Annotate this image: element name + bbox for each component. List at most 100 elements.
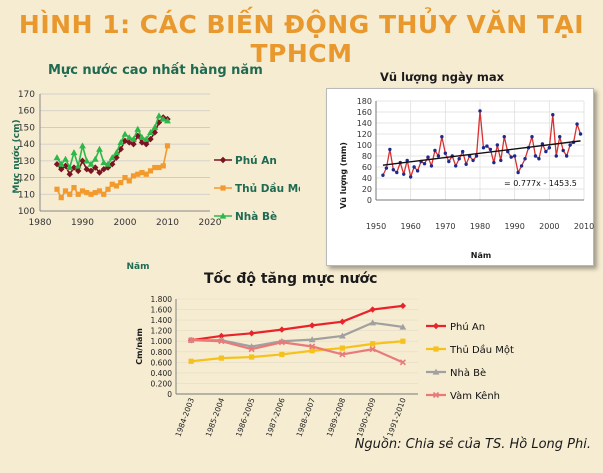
x-axis-title: Năm [471, 251, 491, 260]
data-point [164, 117, 171, 124]
y-tick-label: 1.400 [151, 316, 173, 325]
data-point [338, 332, 346, 339]
y-tick-label: 40 [362, 174, 372, 183]
legend-label: Vàm Kênh [450, 390, 500, 402]
data-point [399, 323, 407, 330]
y-tick-label: 60 [362, 163, 372, 172]
data-point [152, 164, 158, 171]
source-note: Nguồn: Chia sẻ của TS. Hồ Long Phi. [354, 437, 591, 452]
data-point [519, 164, 524, 168]
data-point [105, 186, 111, 192]
data-point [422, 162, 427, 166]
data-point [74, 162, 82, 169]
data-point [454, 164, 458, 168]
data-point [118, 179, 124, 186]
data-point [57, 160, 65, 167]
trendline-label: = 0.777x - 1453.5 [504, 179, 577, 188]
data-point [402, 172, 406, 176]
data-point [54, 186, 60, 192]
data-point [70, 149, 78, 156]
data-point [138, 134, 146, 141]
data-point [96, 145, 103, 152]
data-point [544, 149, 548, 154]
x-tick-label: 1990 [71, 218, 94, 228]
data-point [339, 345, 345, 351]
chart1-title: Mực nước cao nhất hàng năm [48, 63, 263, 78]
data-point [506, 149, 510, 154]
data-point [308, 322, 316, 329]
x-tick-label: 1970 [435, 222, 455, 231]
data-point [143, 140, 150, 148]
data-point [160, 163, 166, 169]
data-point [84, 190, 90, 196]
data-point [130, 140, 137, 148]
data-point [339, 351, 346, 358]
data-point [113, 154, 120, 161]
data-point [551, 113, 555, 117]
data-point [429, 164, 434, 168]
legend-marker [220, 185, 226, 191]
data-point [79, 188, 86, 194]
y-tick-label: 20 [362, 185, 372, 194]
data-point [135, 171, 141, 177]
data-point [279, 351, 285, 358]
data-point [164, 143, 171, 149]
x-tick-label: 1960 [400, 222, 420, 231]
data-point [433, 148, 437, 153]
data-point [502, 135, 506, 139]
data-point [218, 338, 225, 345]
data-point [471, 158, 475, 163]
data-point [130, 173, 137, 179]
data-point [62, 155, 69, 162]
data-point [400, 338, 406, 344]
data-point [143, 171, 149, 177]
data-point [278, 326, 286, 333]
page-title: HÌNH 1: CÁC BIẾN ĐỘNG THỦY VĂN TẠI TPHCM [18, 10, 585, 68]
y-tick-label: 150 [18, 123, 35, 133]
chart3-title: Tốc độ tăng mực nước [204, 271, 378, 287]
data-point [440, 135, 444, 139]
y-tick-label: 0.800 [151, 348, 173, 357]
data-point [369, 306, 376, 313]
y-tick-label: 0.600 [151, 358, 173, 367]
series-line [191, 321, 404, 348]
x-tick-label: 1980 [470, 222, 490, 231]
water-level-chart: 100 110 120 130 140 150 160 170 1980 1990 2000 2010… [11, 90, 300, 272]
y-tick-label: 170 [18, 90, 35, 100]
legend-marker [432, 322, 440, 330]
data-point [126, 178, 132, 184]
data-point [568, 143, 572, 147]
data-point [96, 188, 103, 194]
data-point [130, 135, 137, 142]
data-point [309, 348, 315, 354]
data-point [142, 135, 150, 142]
data-point [66, 164, 74, 171]
data-point [492, 160, 496, 165]
x-tick-label: 1991-2010 [385, 396, 408, 438]
data-point [370, 341, 376, 347]
y-tick-label: 1.800 [151, 295, 173, 304]
data-point [117, 139, 125, 146]
y-tick-label: 0.400 [151, 369, 173, 378]
series-4 [188, 337, 406, 366]
data-point [67, 191, 73, 197]
data-point [147, 168, 154, 174]
y-tick-label: 100 [18, 207, 35, 217]
data-point [70, 164, 78, 171]
data-point [415, 169, 420, 173]
y-tick-label: 0.200 [151, 379, 173, 388]
data-point [58, 166, 65, 173]
legend-marker [219, 212, 227, 219]
data-point [248, 346, 255, 353]
data-point [533, 154, 538, 158]
data-point [516, 170, 520, 175]
data-point [537, 157, 541, 161]
data-point [218, 332, 225, 340]
data-point [134, 132, 141, 139]
y-tick-label: 80 [362, 152, 372, 161]
data-point [488, 147, 493, 152]
data-point [578, 132, 583, 136]
data-point [399, 302, 407, 310]
rainfall-chart: 0 20 40 60 80 100 120 140 160 180 1950 1960 1970 1980… [339, 97, 594, 260]
